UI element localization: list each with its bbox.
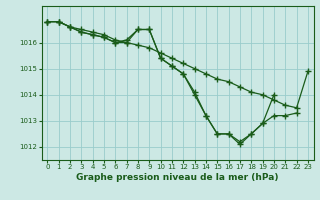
X-axis label: Graphe pression niveau de la mer (hPa): Graphe pression niveau de la mer (hPa): [76, 173, 279, 182]
